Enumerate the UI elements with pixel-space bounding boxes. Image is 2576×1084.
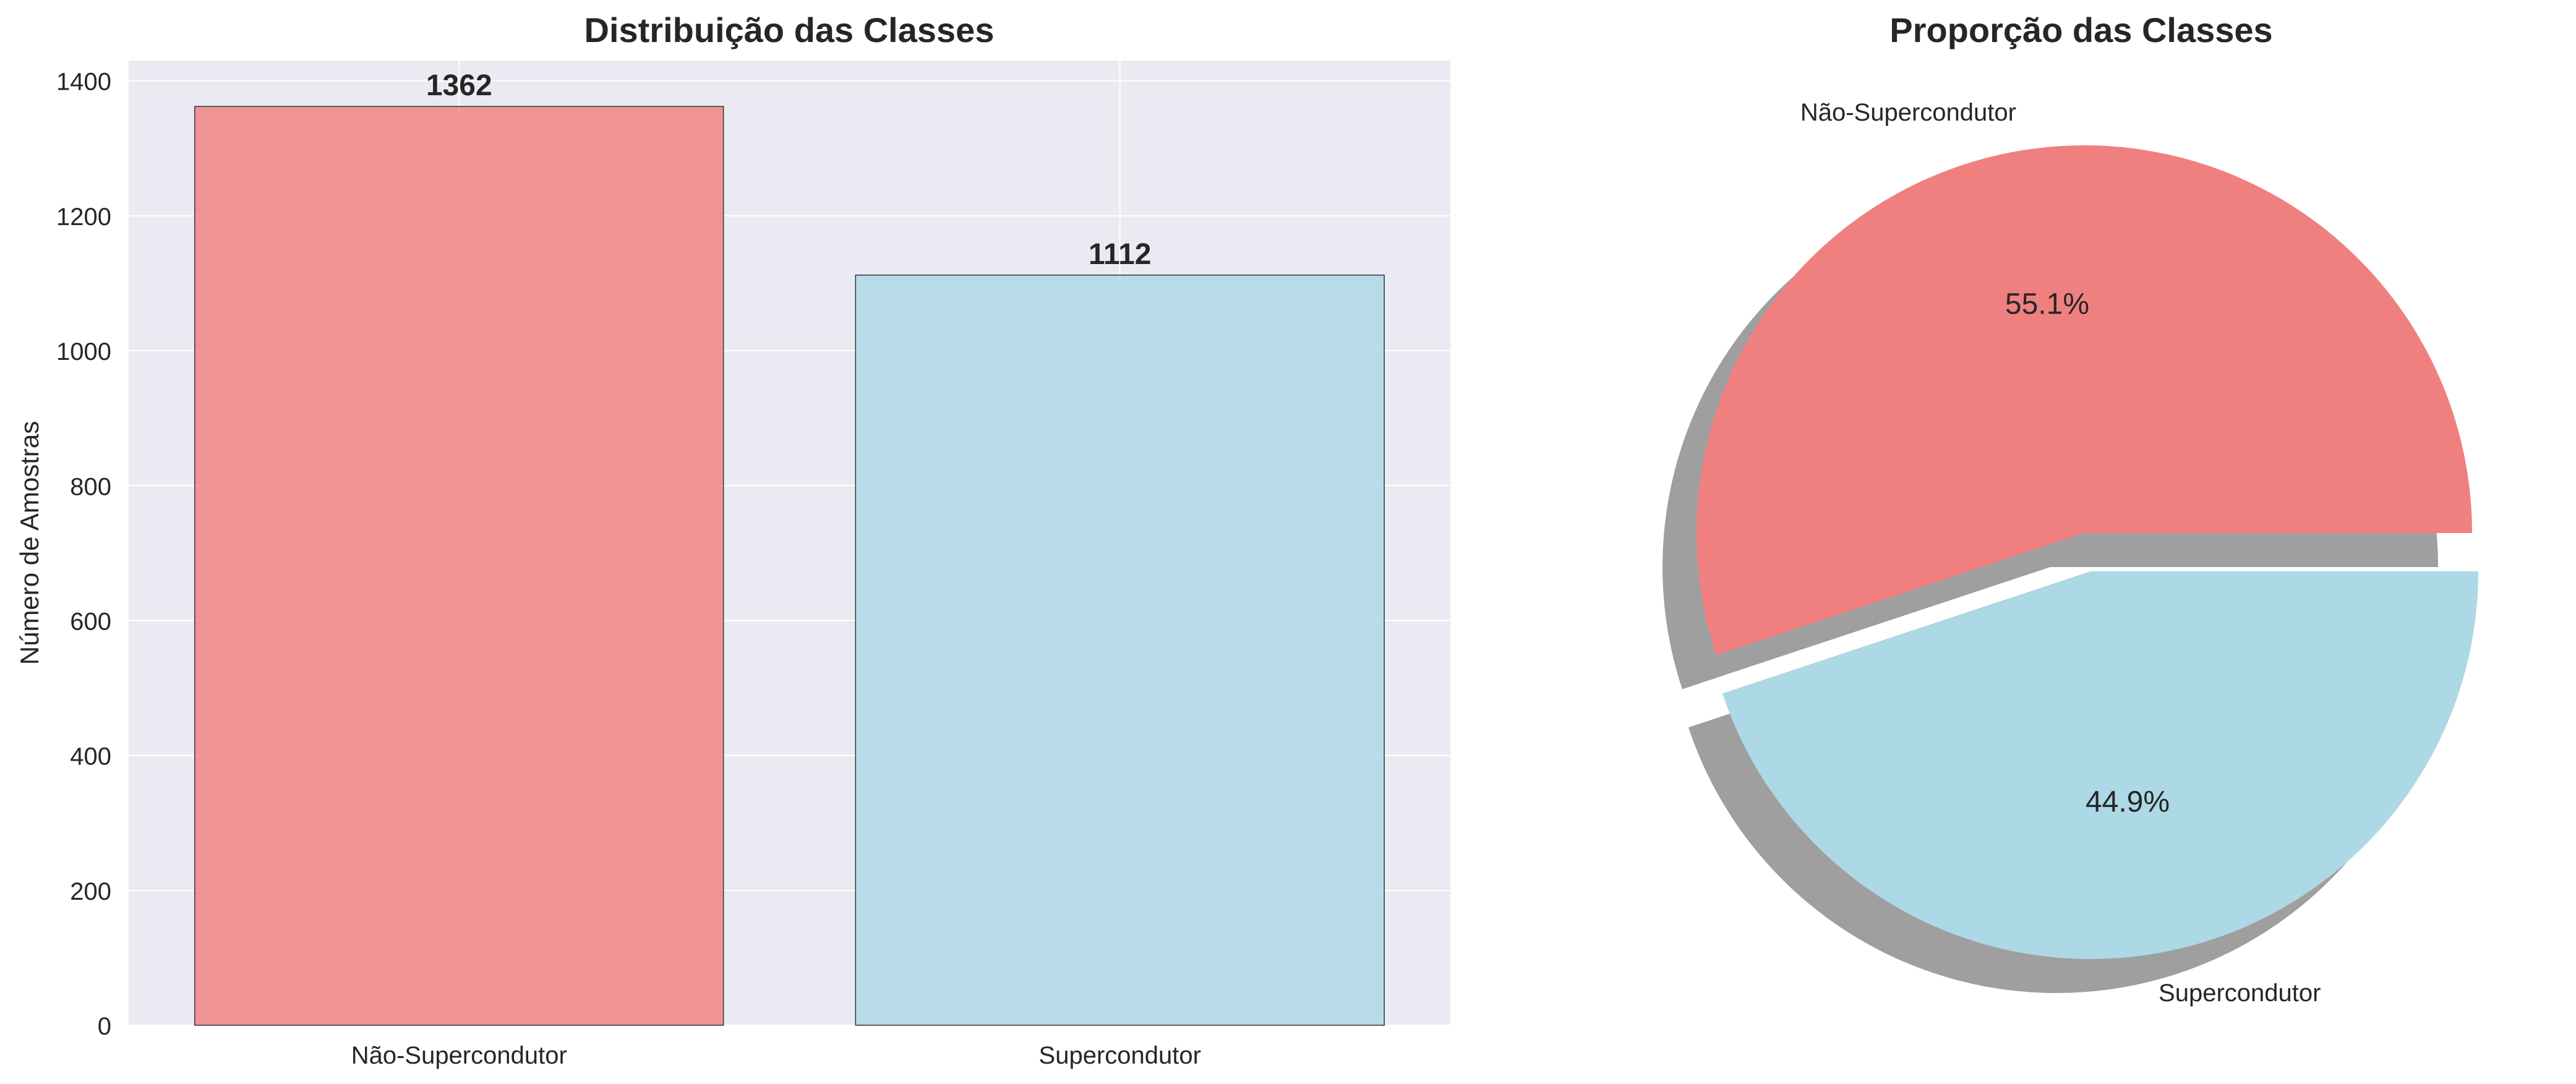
bar-chart-y-tick-label: 1200 — [56, 203, 111, 231]
bar-chart-data-labels: 1362 1112 — [426, 69, 1152, 271]
bar-chart-x-ticks: Não-Supercondutor Supercondutor — [351, 1042, 1201, 1069]
pie-chart-slices — [1696, 145, 2479, 959]
bar-chart-bars — [194, 106, 1385, 1026]
bar-chart-y-tick-label: 800 — [70, 473, 111, 500]
bar-chart-y-axis-label: Número de Amostras — [15, 421, 44, 665]
pie-chart-labels: Não-Supercondutor 55.1% Supercondutor 44.9% — [1800, 99, 2321, 1007]
bar-chart-y-ticks: 0 200 400 600 800 1000 1200 1400 — [56, 69, 111, 1040]
pie-slice-label: Supercondutor — [2159, 979, 2321, 1007]
bar-chart-panel: 0 200 400 600 800 1000 1200 1400 Não-Supercondu… — [15, 11, 1450, 1069]
bar-chart-title: Distribuição das Classes — [584, 11, 995, 49]
pie-chart-panel: Não-Supercondutor 55.1% Supercondutor 44.9%… — [1662, 11, 2479, 1007]
bar-chart-y-tick-label: 1000 — [56, 338, 111, 365]
bar-chart-y-tick-label: 200 — [70, 878, 111, 905]
bar-chart-x-tick-label: Supercondutor — [1039, 1042, 1201, 1069]
pie-slice-label: Não-Supercondutor — [1800, 99, 2016, 126]
pie-slice-nao-supercondutor — [1696, 145, 2472, 655]
pie-chart-title: Proporção das Classes — [1889, 11, 2272, 49]
pie-percent-label: 44.9% — [2086, 785, 2170, 818]
bar-nao-supercondutor — [194, 106, 724, 1026]
bar-chart-y-tick-label: 0 — [98, 1013, 111, 1040]
bar-chart-data-label: 1112 — [1089, 238, 1151, 271]
pie-slice-supercondutor — [1722, 571, 2479, 959]
pie-percent-label: 55.1% — [2005, 288, 2089, 321]
bar-supercondutor — [855, 275, 1385, 1026]
bar-chart-data-label: 1362 — [426, 69, 492, 102]
bar-chart-y-tick-label: 600 — [70, 608, 111, 635]
bar-chart-y-tick-label: 400 — [70, 743, 111, 770]
bar-chart-x-tick-label: Não-Supercondutor — [351, 1042, 567, 1069]
bar-chart-y-tick-label: 1400 — [56, 69, 111, 96]
